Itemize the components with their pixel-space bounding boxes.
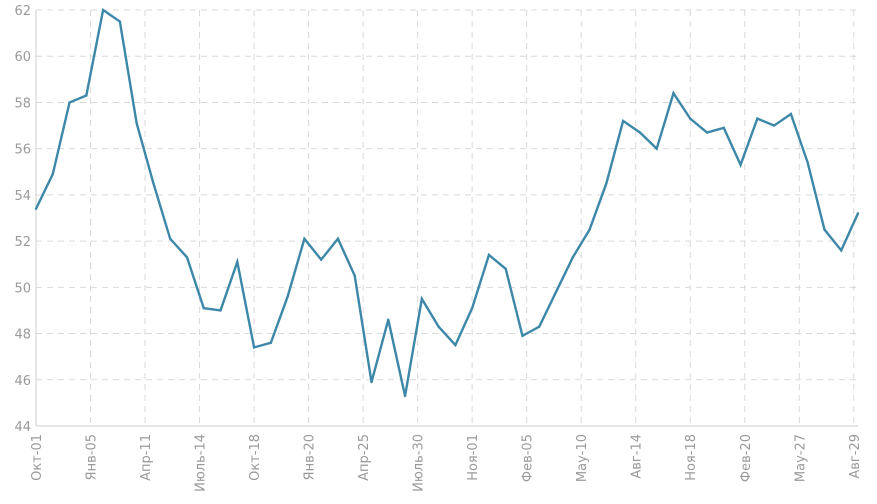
x-tick-label: Апр-25 [357, 434, 372, 481]
data-point [454, 343, 457, 347]
data-point [353, 274, 356, 277]
x-tick-label: Ноя-18 [684, 434, 699, 481]
data-point [118, 20, 122, 23]
data-point [789, 112, 793, 116]
data-point [219, 309, 222, 312]
grid-layer [35, 9, 858, 427]
data-point [705, 131, 709, 134]
data-point [51, 172, 54, 176]
y-tick-label: 48 [14, 328, 31, 343]
data-point [504, 267, 507, 271]
x-tick-label: Мау-27 [793, 434, 808, 482]
data-point [101, 8, 105, 12]
series-layer [34, 7, 860, 398]
data-point [403, 394, 407, 398]
data-point [856, 212, 860, 215]
data-point [823, 228, 826, 231]
data-point [689, 117, 692, 120]
x-tick-label: Ноя-01 [466, 434, 481, 481]
y-tick-label: 60 [14, 50, 31, 65]
data-point [286, 295, 289, 298]
data-point [806, 161, 809, 164]
data-point [840, 249, 843, 252]
data-point [621, 119, 625, 123]
y-tick-label: 52 [14, 235, 31, 250]
data-point [420, 297, 424, 301]
data-point [521, 334, 524, 338]
data-point [169, 237, 172, 240]
x-tick-label: Июль-14 [194, 434, 209, 492]
data-point [370, 380, 373, 384]
data-point [739, 163, 742, 167]
x-tick-label: Окт-01 [30, 434, 45, 481]
data-point [756, 117, 759, 120]
data-point [487, 253, 491, 257]
y-tick-label: 46 [14, 374, 31, 389]
x-tick-label: Июль-30 [412, 434, 427, 492]
x-tick-label: Фев-20 [739, 434, 754, 482]
y-tick-label: 62 [14, 4, 31, 19]
x-tick-label: Авг-29 [848, 434, 863, 479]
data-point [303, 237, 306, 240]
y-tick-label: 58 [14, 96, 31, 111]
data-point [85, 94, 88, 97]
data-point [588, 228, 591, 231]
data-point [470, 306, 474, 310]
data-point [135, 122, 138, 125]
data-point [185, 256, 189, 259]
data-point [387, 318, 390, 321]
tick-label-layer: 44 46 48 50 52 54 56 58 60 62 Окт-01 Янв-05 Апр-11 Ию… [14, 4, 862, 492]
data-point [672, 92, 675, 95]
data-point [269, 341, 273, 344]
data-point [437, 325, 440, 328]
x-tick-label: Янв-05 [85, 434, 100, 480]
y-tick-label: 50 [14, 281, 31, 296]
data-point [319, 258, 323, 261]
data-point [638, 131, 642, 134]
data-point [68, 101, 71, 104]
data-point [772, 124, 776, 127]
y-tick-label: 44 [14, 420, 31, 435]
x-tick-label: Фев-05 [521, 434, 536, 482]
data-point [252, 346, 256, 349]
data-point [571, 256, 575, 259]
y-tick-label: 56 [14, 143, 31, 158]
series-line [34, 7, 860, 397]
x-tick-label: Мау-10 [575, 434, 590, 482]
data-point [554, 290, 558, 294]
data-point [336, 237, 340, 240]
x-tick-label: Янв-20 [303, 434, 318, 480]
data-point [202, 306, 205, 310]
data-point [655, 147, 658, 150]
data-point [236, 260, 239, 264]
x-tick-label: Авг-14 [630, 434, 645, 479]
axis-layer [35, 10, 858, 427]
data-point [605, 182, 608, 185]
data-point [34, 207, 38, 210]
y-tick-label: 54 [14, 189, 31, 204]
x-tick-label: Апр-11 [139, 434, 154, 481]
x-tick-label: Окт-18 [248, 434, 263, 481]
data-point [538, 325, 541, 328]
data-point [152, 182, 155, 185]
data-point [722, 126, 725, 130]
